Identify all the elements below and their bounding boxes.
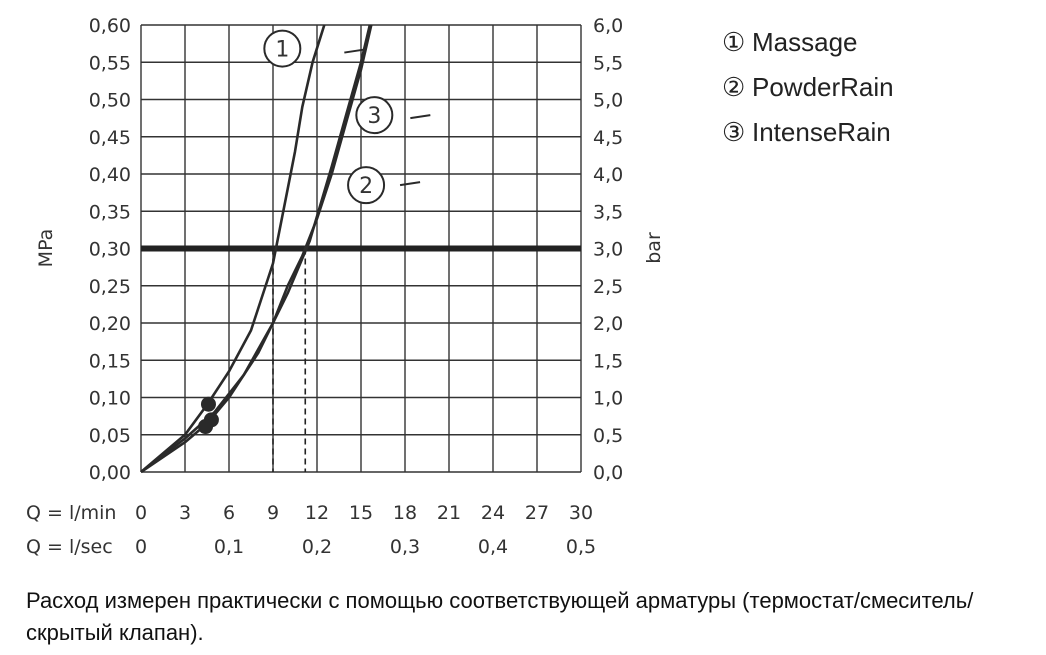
y-tick-label-left: 0,55 <box>89 52 131 74</box>
annotation-leader <box>344 48 365 54</box>
legend-label: IntenseRain <box>752 117 891 147</box>
reference-lines <box>141 245 581 472</box>
y-tick-label-right: 2,5 <box>593 276 623 298</box>
legend-label: PowderRain <box>752 72 894 102</box>
x-axis-row-label: Q = l/min <box>26 502 116 524</box>
x-tick-label: 15 <box>349 502 373 524</box>
annotation-leader <box>410 114 431 120</box>
x-tick-label: 27 <box>525 502 549 524</box>
legend: ① Massage ② PowderRain ③ IntenseRain <box>722 20 894 155</box>
y-tick-label-right: 4,0 <box>593 164 623 186</box>
annotation-label: 3 <box>367 104 381 129</box>
y-tick-label-right: 5,5 <box>593 52 623 74</box>
y-tick-label-left: 0,10 <box>89 388 131 410</box>
y-tick-label-right: 5,0 <box>593 90 623 112</box>
x-tick-label: 30 <box>569 502 593 524</box>
legend-label: Massage <box>752 27 858 57</box>
y-tick-label-left: 0,60 <box>89 15 131 37</box>
x-tick-label: 0 <box>135 502 147 524</box>
y-tick-label-right: 0,0 <box>593 462 623 484</box>
series-curves <box>140 24 373 474</box>
x-tick-label: 9 <box>267 502 279 524</box>
y-tick-label-left: 0,05 <box>89 425 131 447</box>
annotation-circle <box>263 29 302 68</box>
y-tick-label-left: 0,00 <box>89 462 131 484</box>
x-tick-label: 0 <box>135 536 147 558</box>
y-tick-label-left: 0,30 <box>89 239 131 261</box>
y-tick-label-right: 0,5 <box>593 425 623 447</box>
y-tick-label-left: 0,45 <box>89 127 131 149</box>
annotation-leader <box>399 181 421 187</box>
legend-item-massage: ① Massage <box>722 20 894 65</box>
y-tick-label-right: 2,0 <box>593 313 623 335</box>
y-tick-label-left: 0,20 <box>89 313 131 335</box>
legend-item-powderrain: ② PowderRain <box>722 65 894 110</box>
y-tick-label-right: 3,5 <box>593 201 623 223</box>
series-3-start-point <box>198 419 214 435</box>
legend-marker: ② <box>722 72 746 102</box>
annotation-circle <box>355 96 394 135</box>
curve-annotations: 1 2 3 <box>263 29 431 205</box>
x-axis-row-label: Q = l/sec <box>26 536 113 558</box>
x-tick-label: 24 <box>481 502 505 524</box>
x-tick-label: 18 <box>393 502 417 524</box>
y-axis-label-right: bar <box>643 232 665 264</box>
y-tick-label-left: 0,35 <box>89 201 131 223</box>
x-tick-label: 0,2 <box>302 536 332 558</box>
annotation-label: 2 <box>359 174 373 199</box>
x-tick-label: 6 <box>223 502 235 524</box>
x-tick-label: 0,1 <box>214 536 244 558</box>
x-tick-label: 3 <box>179 502 191 524</box>
legend-item-intenserain: ③ IntenseRain <box>722 110 894 155</box>
y-tick-label-right: 1,0 <box>593 388 623 410</box>
x-tick-label: 0,4 <box>478 536 508 558</box>
x-tick-label: 12 <box>305 502 329 524</box>
y-axis-label-left: MPa <box>35 229 57 268</box>
y-tick-label-left: 0,50 <box>89 90 131 112</box>
tick-labels: 0,00 0,00,05 0,50,10 1,00,15 1,50,20 2,00,25 2… <box>26 15 623 558</box>
x-tick-label: 0,5 <box>566 536 596 558</box>
x-tick-label: 21 <box>437 502 461 524</box>
annotation-circle <box>347 166 386 205</box>
y-tick-label-left: 0,40 <box>89 164 131 186</box>
legend-marker: ③ <box>722 117 746 147</box>
series-1-line <box>140 24 326 473</box>
annotation-label: 1 <box>275 38 289 63</box>
y-tick-label-right: 6,0 <box>593 15 623 37</box>
chart-caption: Расход измерен практически с помощью соо… <box>26 588 974 645</box>
y-tick-label-left: 0,15 <box>89 350 131 372</box>
legend-marker: ① <box>722 27 746 57</box>
y-tick-label-right: 3,0 <box>593 239 623 261</box>
x-tick-label: 0,3 <box>390 536 420 558</box>
y-tick-label-right: 4,5 <box>593 127 623 149</box>
flow-pressure-chart: 0,00 0,00,05 0,50,10 1,00,15 1,50,20 2,00,25 2… <box>26 15 665 558</box>
series-1-start-point <box>200 396 216 412</box>
y-tick-label-left: 0,25 <box>89 276 131 298</box>
y-tick-label-right: 1,5 <box>593 350 623 372</box>
